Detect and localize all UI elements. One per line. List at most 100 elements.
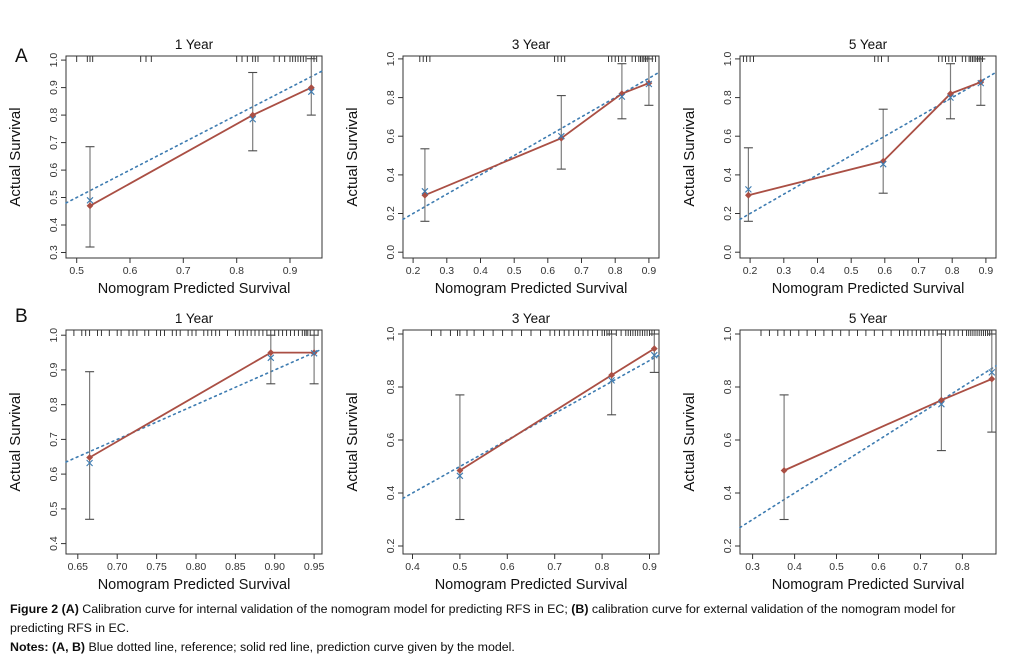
x-tick-label: 0.85	[225, 561, 246, 573]
x-tick-label: 0.5	[507, 265, 522, 277]
x-tick-label: 0.9	[642, 265, 657, 277]
x-tick-label: 0.5	[844, 265, 859, 277]
panel-a-label: A	[15, 46, 28, 67]
y-tick-label: 0.8	[48, 108, 60, 123]
y-tick-label: 0.6	[385, 433, 397, 448]
y-tick-label: 0.6	[48, 467, 60, 482]
calibration-chart: 1 Year 0.65 0.70 0.75 0.80 0.85 0.90 0.95 0.4 0.5…	[7, 311, 324, 593]
y-tick-label: 0.6	[722, 129, 734, 144]
y-tick-label: 1.0	[385, 51, 397, 66]
data-point-marker	[267, 349, 275, 356]
x-tick-label: 0.8	[955, 561, 970, 573]
reference-line	[739, 71, 997, 221]
x-tick-label: 0.7	[913, 561, 928, 573]
data-point-marker	[557, 134, 565, 142]
prediction-curve	[89, 86, 312, 207]
calibration-panel-a-3year: 3 Year 0.2 0.3 0.4 0.5 0.6 0.7 0.8 0.9 0.0 0.2 0.4 0…	[337, 36, 673, 298]
x-tick-label: 0.8	[595, 561, 610, 573]
x-tick-label: 0.9	[283, 265, 298, 277]
caption-figure-text: Figure 2 (A) Calibration curve for inter…	[10, 600, 998, 638]
x-tick-label: 0.7	[574, 265, 589, 277]
caption-text: Calibration curve for internal validatio…	[82, 602, 572, 616]
panel-title: 1 Year	[175, 37, 214, 52]
x-tick-label: 0.6	[540, 265, 555, 277]
x-axis-label: Nomogram Predicted Survival	[435, 577, 628, 593]
y-axis: 0.3 0.4 0.5 0.6 0.7 0.8 0.9 1.0	[48, 53, 66, 260]
x-tick-label: 0.3	[776, 265, 791, 277]
y-axis: 0.2 0.4 0.6 0.8 1.0	[385, 327, 403, 554]
data-point-marker	[86, 202, 94, 210]
x-tick-label: 0.9	[979, 265, 994, 277]
bias-corrected-markers	[938, 369, 996, 408]
y-axis-label: Actual Survival	[7, 107, 24, 206]
x-tick-label: 0.4	[405, 561, 420, 573]
data-point-marker	[780, 467, 788, 474]
y-axis-label: Actual Survival	[681, 107, 698, 206]
x-tick-label: 0.5	[69, 265, 84, 277]
y-tick-label: 0.2	[722, 206, 734, 221]
y-tick-label: 0.4	[385, 486, 397, 501]
error-bars	[779, 333, 997, 521]
x-tick-label: 0.7	[547, 561, 562, 573]
y-tick-label: 0.5	[48, 501, 60, 516]
rug-marks	[430, 330, 655, 336]
rug-marks	[76, 56, 318, 62]
y-tick-label: 0.0	[722, 245, 734, 260]
y-tick-label: 1.0	[722, 327, 734, 342]
y-axis-label: Actual Survival	[7, 392, 24, 491]
plot-border	[65, 55, 323, 259]
bias-corrected-markers	[456, 351, 658, 480]
data-point-marker	[456, 467, 464, 474]
y-tick-label: 0.9	[48, 362, 60, 377]
x-tick-label: 0.4	[787, 561, 802, 573]
y-tick-label: 0.6	[722, 433, 734, 448]
x-tick-label: 0.9	[642, 561, 657, 573]
y-tick-label: 0.0	[385, 245, 397, 260]
caption-notes-text: Notes: (A, B) Blue dotted line, referenc…	[10, 638, 998, 657]
rug-marks	[742, 56, 983, 62]
panel-title: 1 Year	[175, 311, 214, 326]
y-axis: 0.4 0.5 0.6 0.7 0.8 0.9 1.0	[48, 328, 66, 551]
data-point-marker	[608, 371, 615, 379]
calibration-panel-b-3year: 3 Year 0.4 0.5 0.6 0.7 0.8 0.9 0.2 0.4 0.6 0.8 1.0 N…	[337, 310, 673, 594]
x-axis-label: Nomogram Predicted Survival	[98, 577, 291, 593]
y-tick-label: 1.0	[722, 51, 734, 66]
bias-corrected-markers	[86, 88, 315, 204]
caption-text: calibration curve for external validatio…	[10, 602, 956, 636]
y-tick-label: 0.6	[48, 163, 60, 178]
x-tick-label: 0.3	[439, 265, 454, 277]
bias-corrected-markers	[86, 349, 318, 467]
plot-border	[402, 329, 660, 555]
error-bars	[85, 334, 319, 520]
y-axis-label: Actual Survival	[344, 107, 361, 206]
x-axis: 0.4 0.5 0.6 0.7 0.8 0.9	[405, 554, 657, 573]
prediction-curve	[424, 82, 650, 197]
y-axis-label: Actual Survival	[344, 392, 361, 491]
y-tick-label: 0.4	[722, 486, 734, 501]
caption-bold-text: (B)	[571, 602, 589, 616]
y-tick-label: 0.2	[385, 539, 397, 554]
data-point-marker	[86, 454, 93, 461]
panel-b-label: B	[15, 306, 28, 327]
x-tick-label: 0.6	[123, 265, 138, 277]
panel-title: 5 Year	[849, 37, 888, 52]
y-tick-label: 1.0	[48, 53, 60, 68]
caption-bold-text: Figure 2 (A)	[10, 602, 83, 616]
rug-marks	[419, 56, 657, 62]
reference-line	[739, 364, 997, 529]
x-tick-label: 0.2	[743, 265, 758, 277]
y-tick-label: 0.4	[722, 167, 734, 182]
data-point-marker	[421, 191, 429, 199]
y-axis: 0.0 0.2 0.4 0.6 0.8 1.0	[722, 51, 740, 260]
y-tick-label: 0.9	[48, 80, 60, 95]
x-tick-label: 0.3	[745, 561, 760, 573]
y-tick-label: 0.6	[385, 129, 397, 144]
x-tick-label: 0.6	[500, 561, 515, 573]
calibration-panel-b-5year: 5 Year 0.3 0.4 0.5 0.6 0.7 0.8 0.2 0.4 0.6 0.8 1.0 N…	[674, 310, 1010, 594]
x-axis: 0.3 0.4 0.5 0.6 0.7 0.8	[745, 554, 970, 573]
panel-title: 3 Year	[512, 311, 551, 326]
x-axis-label: Nomogram Predicted Survival	[98, 281, 291, 297]
x-tick-label: 0.7	[911, 265, 926, 277]
